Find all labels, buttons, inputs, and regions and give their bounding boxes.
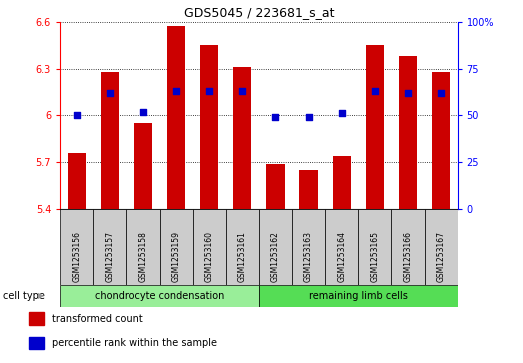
Text: GSM1253165: GSM1253165 xyxy=(370,231,379,282)
Text: cell type: cell type xyxy=(3,291,44,301)
Point xyxy=(172,88,180,94)
Bar xyxy=(300,170,317,209)
Bar xyxy=(93,209,127,285)
Bar xyxy=(358,209,391,285)
Bar xyxy=(60,209,93,285)
Text: GSM1253161: GSM1253161 xyxy=(238,231,247,282)
Text: GSM1253164: GSM1253164 xyxy=(337,231,346,282)
Text: GSM1253158: GSM1253158 xyxy=(139,231,147,282)
Bar xyxy=(29,312,44,325)
Bar xyxy=(259,209,292,285)
Bar xyxy=(29,337,44,350)
Bar xyxy=(292,209,325,285)
Bar xyxy=(67,153,86,209)
Text: GSM1253157: GSM1253157 xyxy=(105,231,115,282)
Text: chondrocyte condensation: chondrocyte condensation xyxy=(95,291,224,301)
Bar xyxy=(366,45,384,209)
Point xyxy=(205,88,213,94)
Text: GSM1253162: GSM1253162 xyxy=(271,231,280,282)
Text: GSM1253167: GSM1253167 xyxy=(437,231,446,282)
Bar xyxy=(432,72,450,209)
Point xyxy=(139,109,147,114)
Bar xyxy=(226,209,259,285)
Point xyxy=(106,90,114,96)
Point xyxy=(271,114,280,120)
Bar xyxy=(333,156,351,209)
Point xyxy=(371,88,379,94)
Title: GDS5045 / 223681_s_at: GDS5045 / 223681_s_at xyxy=(184,6,334,19)
Bar xyxy=(399,56,417,209)
Point xyxy=(437,90,445,96)
Text: GSM1253156: GSM1253156 xyxy=(72,231,81,282)
Bar xyxy=(167,26,185,209)
Bar xyxy=(259,285,458,307)
Bar xyxy=(425,209,458,285)
Point xyxy=(73,113,81,118)
Bar xyxy=(192,209,226,285)
Bar xyxy=(101,72,119,209)
Text: GSM1253160: GSM1253160 xyxy=(204,231,214,282)
Text: GSM1253163: GSM1253163 xyxy=(304,231,313,282)
Bar xyxy=(200,45,218,209)
Text: percentile rank within the sample: percentile rank within the sample xyxy=(52,338,217,348)
Bar xyxy=(127,209,160,285)
Bar xyxy=(233,67,252,209)
Bar xyxy=(325,209,358,285)
Text: transformed count: transformed count xyxy=(52,314,143,323)
Bar xyxy=(391,209,425,285)
Point xyxy=(238,88,246,94)
Text: GSM1253159: GSM1253159 xyxy=(172,231,180,282)
Point xyxy=(337,110,346,116)
Text: remaining limb cells: remaining limb cells xyxy=(309,291,408,301)
Bar xyxy=(134,123,152,209)
Point xyxy=(304,114,313,120)
Point xyxy=(404,90,412,96)
Bar xyxy=(266,164,285,209)
Bar xyxy=(160,209,192,285)
Text: ▶: ▶ xyxy=(38,291,44,300)
Text: GSM1253166: GSM1253166 xyxy=(403,231,413,282)
Bar xyxy=(60,285,259,307)
